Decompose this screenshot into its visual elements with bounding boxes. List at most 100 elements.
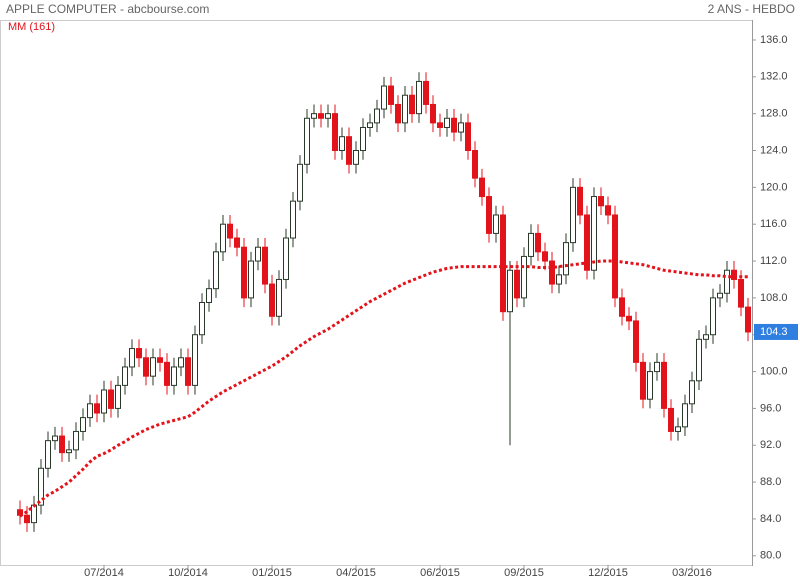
candle-body bbox=[367, 122, 373, 128]
candle-body bbox=[388, 85, 394, 105]
candle-body bbox=[507, 269, 513, 313]
candle-body bbox=[612, 214, 618, 299]
candle-body bbox=[717, 292, 723, 299]
candle-body bbox=[710, 297, 716, 336]
candle-body bbox=[514, 269, 520, 299]
candle-body bbox=[528, 232, 534, 257]
candle-body bbox=[80, 417, 86, 432]
candle-body bbox=[31, 504, 37, 524]
candle-body bbox=[297, 163, 303, 202]
candle-body bbox=[472, 150, 478, 179]
candle-body bbox=[549, 260, 555, 285]
y-tick-label: 108.0 bbox=[760, 292, 788, 304]
last-price-box bbox=[754, 323, 798, 340]
candle-body bbox=[45, 440, 51, 469]
candle-body bbox=[416, 80, 422, 115]
candle-body bbox=[52, 435, 58, 442]
candle-body bbox=[430, 103, 436, 124]
candle-body bbox=[115, 384, 121, 409]
y-tick-label: 132.0 bbox=[760, 71, 788, 83]
candle-body bbox=[682, 403, 688, 428]
moving-average-line bbox=[19, 259, 748, 518]
candle-body bbox=[234, 237, 240, 248]
y-tick-label: 116.0 bbox=[760, 218, 787, 230]
candle-body bbox=[213, 251, 219, 290]
candle-body bbox=[738, 278, 744, 308]
candle-body bbox=[724, 269, 730, 294]
candle-body bbox=[535, 232, 541, 253]
candle-body bbox=[381, 85, 387, 110]
candle-body bbox=[479, 177, 485, 198]
x-tick-label: 09/2015 bbox=[504, 567, 544, 579]
chart-title: APPLE COMPUTER - abcbourse.com bbox=[6, 2, 209, 16]
candle-body bbox=[605, 205, 611, 216]
candle-body bbox=[220, 223, 226, 253]
candle-body bbox=[241, 246, 247, 299]
candle-body bbox=[108, 389, 114, 409]
candle-body bbox=[346, 136, 352, 165]
candle-body bbox=[248, 260, 254, 299]
candle-body bbox=[178, 357, 184, 368]
candle-body bbox=[444, 117, 450, 128]
candle-body bbox=[157, 357, 163, 363]
candle-body bbox=[584, 214, 590, 271]
candle-body bbox=[640, 361, 646, 400]
y-tick-label: 84.0 bbox=[760, 513, 781, 525]
x-tick-label: 06/2015 bbox=[420, 567, 460, 579]
y-tick-label: 92.0 bbox=[760, 439, 781, 451]
candle-body bbox=[563, 242, 569, 276]
candle-body bbox=[731, 269, 737, 280]
candle-body bbox=[318, 113, 324, 119]
candle-body bbox=[458, 122, 464, 133]
x-tick-label: 07/2014 bbox=[84, 567, 124, 579]
y-tick-label: 100.0 bbox=[760, 365, 788, 377]
chart-subtitle: 2 ANS - HEBDO bbox=[708, 2, 795, 16]
x-tick-label: 10/2014 bbox=[168, 567, 208, 579]
candle-body bbox=[262, 246, 268, 285]
candle-body bbox=[619, 297, 625, 317]
candle-body bbox=[255, 246, 261, 262]
candle-body bbox=[129, 348, 135, 368]
candle-body bbox=[150, 357, 156, 377]
x-tick-label: 03/2016 bbox=[672, 567, 712, 579]
candle-body bbox=[283, 237, 289, 280]
candle-body bbox=[374, 108, 380, 124]
candle-body bbox=[633, 320, 639, 363]
candle-body bbox=[696, 338, 702, 382]
x-tick-label: 04/2015 bbox=[336, 567, 376, 579]
candle-body bbox=[143, 357, 149, 377]
candle-body bbox=[703, 334, 709, 340]
candle-body bbox=[465, 122, 471, 152]
candle-body bbox=[402, 94, 408, 124]
candle-body bbox=[227, 223, 233, 239]
candle-body bbox=[94, 403, 100, 414]
candle-body bbox=[409, 94, 415, 115]
candle-body bbox=[591, 196, 597, 271]
candle-body bbox=[493, 214, 499, 234]
candle-body bbox=[269, 283, 275, 317]
candle-body bbox=[87, 403, 93, 419]
y-tick-label: 96.0 bbox=[760, 402, 781, 414]
candle-body bbox=[101, 389, 107, 414]
candle-body bbox=[206, 288, 212, 303]
candle-body bbox=[325, 113, 331, 119]
legend-entry: MM (161) bbox=[8, 21, 55, 33]
y-tick-label: 124.0 bbox=[760, 144, 788, 156]
candle-body bbox=[451, 117, 457, 133]
candle-body bbox=[122, 366, 128, 386]
candle-body bbox=[689, 380, 695, 405]
candle-body bbox=[577, 186, 583, 216]
candle-body bbox=[626, 315, 632, 322]
y-tick-label: 88.0 bbox=[760, 476, 781, 488]
candle-body bbox=[668, 407, 674, 432]
candle-body bbox=[654, 361, 660, 373]
y-tick-label: 120.0 bbox=[760, 181, 788, 193]
candle-body bbox=[66, 449, 72, 454]
candle-body bbox=[486, 196, 492, 234]
candle-body bbox=[164, 361, 170, 386]
candle-body bbox=[199, 301, 205, 336]
candle-body bbox=[185, 357, 191, 386]
x-tick-label: 01/2015 bbox=[252, 567, 292, 579]
y-tick-label: 128.0 bbox=[760, 108, 788, 120]
candle-body bbox=[521, 255, 527, 299]
